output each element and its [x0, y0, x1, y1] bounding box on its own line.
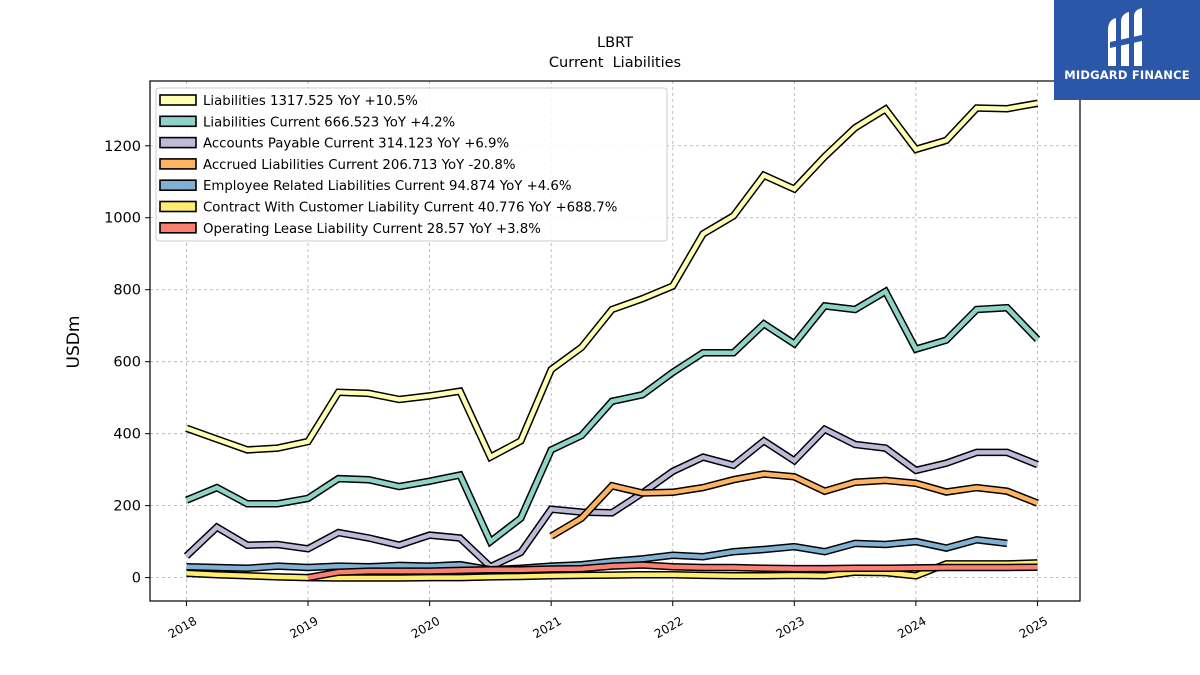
x-tick-label: 2025: [1017, 614, 1050, 641]
series-employee-related-liabilities-current: [186, 535, 1008, 574]
y-tick-label: 400: [113, 427, 141, 443]
x-tick-label: 2020: [409, 614, 442, 641]
series-line: [550, 471, 1039, 539]
brand-mark-icon: [1108, 8, 1146, 66]
x-axis: 2018 2019 2020 2021 2022 2023 2024 2025: [166, 601, 1050, 641]
legend-entry: Operating Lease Liability Current 28.57 …: [159, 222, 541, 237]
series-accounts-payable-current: [183, 424, 1039, 572]
brand-logo: MIDGARD FINANCE: [1054, 0, 1200, 100]
legend-swatch: [159, 115, 197, 128]
y-tick-label: 800: [113, 283, 141, 299]
legend-swatch: [159, 158, 197, 170]
series-liabilities: [185, 99, 1039, 463]
x-tick-label: 2022: [652, 614, 685, 641]
y-tick-label: 1000: [104, 211, 141, 227]
legend-label: Liabilities Current 666.523 YoY +4.2%: [203, 115, 455, 130]
legend-entry: Liabilities Current 666.523 YoY +4.2%: [159, 115, 455, 130]
series-line: [184, 426, 1039, 570]
legend-label: Contract With Customer Liability Current…: [203, 201, 617, 216]
legend-entry: Accrued Liabilities Current 206.713 YoY …: [159, 158, 516, 173]
legend-entry: Liabilities 1317.525 YoY +10.5%: [159, 94, 418, 109]
legend-entry: Accounts Payable Current 314.123 YoY +6.…: [159, 136, 509, 152]
y-axis-label: USDm: [64, 316, 84, 369]
legend-entry: Employee Related Liabilities Current 94.…: [159, 179, 572, 194]
y-tick-label: 200: [113, 499, 141, 515]
series-line: [186, 537, 1008, 572]
x-tick-label: 2019: [287, 614, 320, 641]
legend: Liabilities 1317.525 YoY +10.5% Liabiliti…: [155, 87, 668, 242]
plot-frame: [149, 80, 1081, 602]
legend-label: Liabilities 1317.525 YoY +10.5%: [203, 94, 418, 109]
series-line: [185, 288, 1040, 546]
x-tick-label: 2021: [530, 614, 563, 641]
series-operating-lease-liability-current: [307, 561, 1038, 582]
y-axis: 0 200 400 600 800 1000 1200: [104, 139, 150, 587]
x-tick-label: 2018: [166, 614, 199, 641]
series-outline: [185, 286, 1041, 548]
x-tick-label: 2023: [774, 614, 807, 641]
legend-label: Operating Lease Liability Current 28.57 …: [203, 222, 541, 237]
legend-swatch: [159, 179, 197, 191]
legend-swatch: [159, 94, 197, 106]
brand-name: MIDGARD FINANCE: [1064, 68, 1190, 82]
series-line: [307, 562, 1038, 580]
x-tick-label: 2024: [895, 614, 928, 641]
legend-label: Accrued Liabilities Current 206.713 YoY …: [203, 158, 516, 173]
chart-subtitle: Current Liabilities: [549, 55, 681, 71]
series-accrued-liabilities-current: [549, 470, 1039, 540]
series-layer: [183, 99, 1041, 582]
series-contract-with-customer-liability-current: [186, 559, 1038, 582]
y-tick-label: 1200: [104, 139, 141, 155]
chart-title: LBRT: [597, 35, 633, 51]
series-line: [185, 101, 1038, 461]
legend-entry: Contract With Customer Liability Current…: [159, 200, 617, 216]
series-line: [186, 560, 1038, 581]
legend-swatch: [159, 222, 197, 234]
legend-swatch: [159, 136, 197, 149]
legend-label: Accounts Payable Current 314.123 YoY +6.…: [203, 137, 509, 152]
legend-label: Employee Related Liabilities Current 94.…: [203, 179, 572, 194]
y-tick-label: 0: [132, 571, 141, 587]
legend-swatch: [159, 200, 197, 213]
legend-box: [155, 87, 668, 242]
series-liabilities-current: [185, 286, 1041, 548]
y-tick-label: 600: [113, 355, 141, 371]
